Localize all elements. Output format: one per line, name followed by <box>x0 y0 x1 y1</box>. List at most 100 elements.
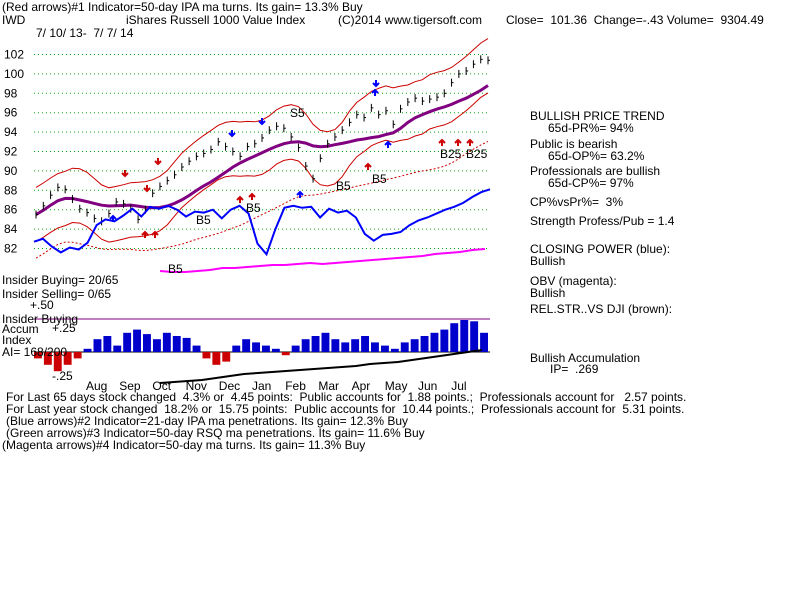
professionals-value: 65d-CP%= 97% <box>548 176 634 190</box>
accum-bar <box>63 352 72 365</box>
accum-bar <box>321 332 330 352</box>
x-month-label: Sep <box>119 379 141 393</box>
accum-bar <box>480 332 488 352</box>
closing-power-line <box>33 188 491 257</box>
accum-bar <box>341 342 350 352</box>
cp-vs-pr: CP%vsPr%= 3% <box>530 195 624 209</box>
x-month-label: Jun <box>418 379 437 393</box>
x-month-label: Mar <box>318 379 339 393</box>
y-tick-label: 100 <box>4 67 24 81</box>
accum-bar <box>212 352 221 365</box>
accum-bar <box>440 329 449 352</box>
accum-bar <box>252 342 260 352</box>
insider-buying-label: Insider Buying <box>2 312 79 326</box>
signal-annotation: B5 <box>372 172 387 186</box>
signal-arrowhead <box>466 138 474 144</box>
signal-annotation: B5 <box>336 179 351 193</box>
accum-bar <box>73 352 82 359</box>
obv-line <box>159 248 486 273</box>
accum-bar <box>162 332 171 352</box>
accum-bar <box>192 345 201 352</box>
y-tick-label: 102 <box>4 48 24 62</box>
accum-bar <box>123 332 132 352</box>
y-tick-label: 84 <box>4 222 18 236</box>
y-tick-label: 86 <box>4 203 18 217</box>
accum-bar <box>53 352 62 372</box>
upper-band-line <box>35 38 489 189</box>
accum-bar <box>351 339 360 352</box>
insider-selling-count: Insider Selling= 0/65 <box>2 287 112 301</box>
lower-ma-dotted-line <box>35 140 489 259</box>
closing-power-title: CLOSING POWER (blue): <box>530 242 671 256</box>
signal-arrowhead <box>121 172 129 178</box>
y-tick-label: 92 <box>4 145 18 159</box>
accum-bar <box>301 339 310 352</box>
x-month-label: Jul <box>451 379 466 393</box>
accum-bar <box>311 336 320 352</box>
x-month-label: Nov <box>186 379 207 393</box>
quote-label: Close= 101.36 Change=-.43 Volume= 9304.4… <box>506 13 764 27</box>
signal-arrowhead <box>372 82 380 88</box>
accum-bar <box>262 345 270 352</box>
accum-bar <box>93 339 102 352</box>
signal-arrowhead <box>109 214 117 220</box>
accum-bar <box>460 320 469 352</box>
obv-value: Bullish <box>530 286 566 300</box>
signal-arrowhead <box>154 160 162 166</box>
accum-bar <box>222 352 231 362</box>
accum-minus25: -.25 <box>52 369 73 383</box>
strength-ratio: Strength Profess/Pub = 1.4 <box>530 214 675 228</box>
professionals-title: Professionals are bullish <box>530 164 661 178</box>
rel-strength-line <box>159 349 483 384</box>
signal-arrowhead <box>364 162 372 168</box>
accum-bar <box>450 323 459 352</box>
accum-bar <box>271 348 280 352</box>
signal-annotation: S5 <box>290 106 305 120</box>
signal-arrowhead <box>438 138 446 144</box>
copyright-label: (C)2014 www.tigersoft.com <box>338 13 483 27</box>
signal-arrowhead <box>236 195 244 201</box>
accum-bar <box>143 334 151 352</box>
y-tick-label: 90 <box>4 164 18 178</box>
footer-blue-arrows: (Blue arrows)#2 Indicator=21-day IPA ma … <box>6 414 408 428</box>
signal-arrowhead <box>248 192 256 198</box>
signal-arrowhead <box>454 138 462 144</box>
footer-magenta-arrows: (Magenta arrows)#4 Indicator=50-day ma t… <box>2 438 366 452</box>
x-month-label: Jan <box>252 379 271 393</box>
signal-arrowhead <box>296 190 304 196</box>
obv-title: OBV (magenta): <box>530 274 617 288</box>
x-month-label: Feb <box>285 379 306 393</box>
accum-bar <box>242 339 251 352</box>
trend-value: 65d-PR%= 94% <box>548 121 634 135</box>
index-label: Index <box>2 333 32 347</box>
accum-bar <box>202 352 211 359</box>
accum-bar <box>371 342 379 352</box>
accum-bar <box>470 321 479 352</box>
y-tick-label: 96 <box>4 106 18 120</box>
accum-bar <box>34 352 42 359</box>
moving-average-line <box>35 84 489 216</box>
accum-bar <box>133 329 141 352</box>
ai-label: AI= 168/200 <box>2 345 68 359</box>
accum-label: Accum <box>2 322 39 336</box>
y-tick-label: 94 <box>4 125 18 139</box>
relstr-title: REL.STR..VS DJI (brown): <box>530 302 673 316</box>
accum-bar <box>381 345 389 352</box>
signal-annotation: B25 <box>440 147 462 161</box>
signal-arrowhead <box>228 132 236 138</box>
accum-plus25: +.25 <box>52 321 76 335</box>
accum-bar <box>182 337 191 352</box>
accum-bar <box>43 352 52 365</box>
y-tick-label: 88 <box>4 183 18 197</box>
fund-name: iShares Russell 1000 Value Index <box>126 13 306 27</box>
accum-bar <box>400 342 409 352</box>
x-month-label: Aug <box>86 379 107 393</box>
signal-arrowhead <box>141 230 149 236</box>
accum-title: Bullish Accumulation <box>530 351 641 365</box>
footer-green-arrows: (Green arrows)#3 Indicator=50-day RSQ ma… <box>6 426 425 440</box>
x-month-label: Oct <box>152 379 171 393</box>
signal-annotation: B25 <box>466 147 488 161</box>
x-month-label: May <box>385 379 408 393</box>
